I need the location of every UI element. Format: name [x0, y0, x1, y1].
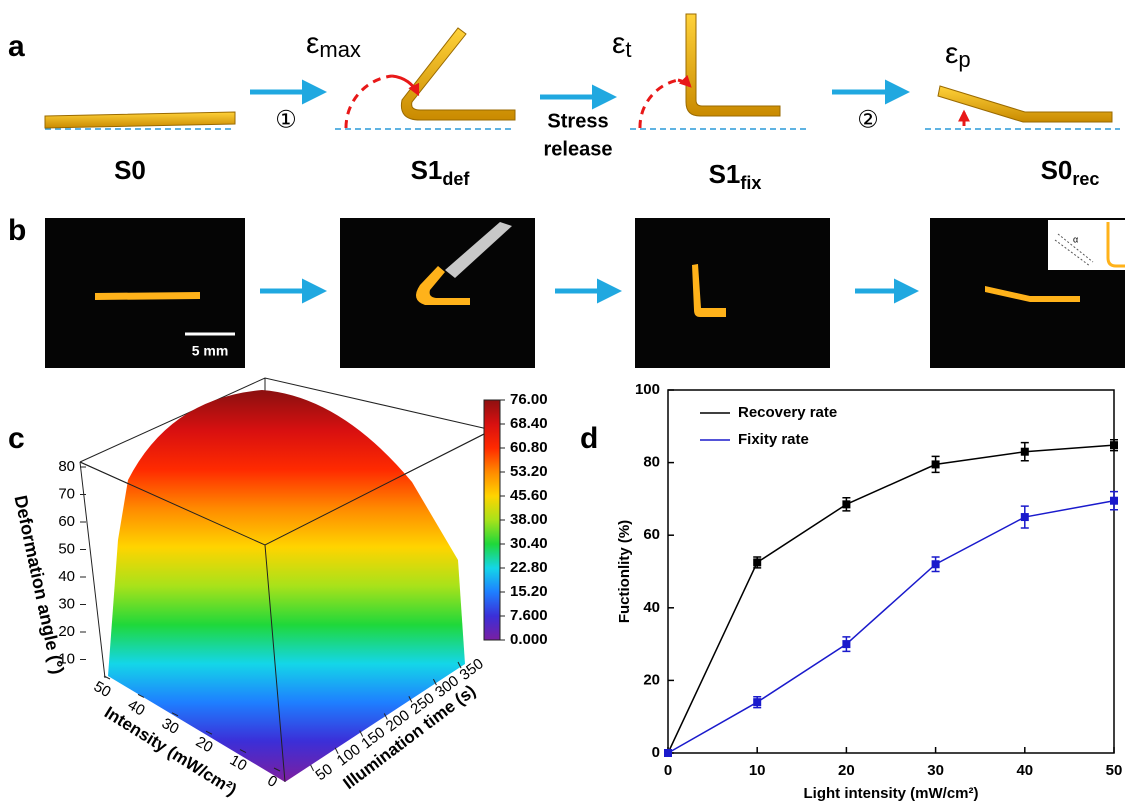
marker — [932, 560, 940, 568]
colorbar-tick-label: 53.20 — [510, 463, 548, 480]
y-tick-label: 0 — [264, 772, 280, 791]
panel-b: b α 5 mm — [8, 214, 1125, 368]
colorbar-tick-label: 15.20 — [510, 583, 548, 600]
state-label: S0rec — [1041, 155, 1100, 189]
y-tick-label: 20 — [643, 671, 660, 688]
step-label: ① — [275, 106, 297, 133]
marker — [842, 500, 850, 508]
y-tick-label: 40 — [643, 599, 660, 616]
z-tick-label: 50 — [58, 540, 75, 557]
colorbar-tick-label: 30.40 — [510, 535, 548, 552]
panel-label: a — [8, 30, 25, 63]
x-tick-label: 50 — [1106, 762, 1123, 779]
colorbar — [484, 400, 500, 640]
marker — [842, 640, 850, 648]
sample — [95, 292, 200, 300]
state-label: S1def — [411, 155, 471, 189]
inset-label: α — [1073, 234, 1078, 244]
marker — [1021, 513, 1029, 521]
y-tick-label: 50 — [91, 678, 114, 701]
colorbar-tick-label: 60.80 — [510, 439, 548, 456]
scale-label: 5 mm — [192, 343, 229, 359]
strain-label: εp — [945, 37, 971, 72]
marker — [753, 698, 761, 706]
legend-label: Recovery rate — [738, 404, 837, 421]
x-tick-label: 30 — [927, 762, 944, 779]
y-tick-label: 60 — [643, 526, 660, 543]
x-tick-label: 40 — [1016, 762, 1033, 779]
z-tick-label: 60 — [58, 513, 75, 530]
figure: a ① Stress release ② εmax εt εp S0 S1def… — [0, 0, 1125, 804]
series-line — [668, 501, 1114, 753]
z-tick-label: 40 — [58, 568, 75, 585]
y-tick-label: 0 — [652, 744, 660, 761]
strip-s1def — [401, 28, 515, 120]
process-arrows — [250, 92, 905, 97]
colorbar-tick-label: 76.00 — [510, 391, 548, 408]
panel-a: a ① Stress release ② εmax εt εp S0 S1def… — [8, 14, 1120, 193]
z-tick-label: 70 — [58, 485, 75, 502]
step-label: ② — [857, 106, 879, 133]
x-tick-label: 20 — [838, 762, 855, 779]
marker — [1021, 448, 1029, 456]
colorbar-tick-label: 22.80 — [510, 559, 548, 576]
inset — [1048, 220, 1125, 270]
x-axis-label: Light intensity (mW/cm²) — [804, 785, 979, 802]
z-tick-label: 80 — [58, 458, 75, 475]
colorbar-tick-label: 38.00 — [510, 511, 548, 528]
y-tick-label: 100 — [635, 381, 660, 398]
marker — [932, 460, 940, 468]
x-tick-label: 10 — [749, 762, 766, 779]
series-line — [668, 445, 1114, 753]
strip-s1fix — [686, 14, 780, 116]
y-tick-label: 80 — [643, 454, 660, 471]
photo — [635, 218, 830, 368]
panel-label: b — [8, 214, 26, 247]
panel-label: c — [8, 422, 25, 455]
marker — [1110, 497, 1118, 505]
photo — [340, 218, 535, 368]
strain-label: εmax — [306, 27, 361, 62]
x-tick-label: 50 — [312, 761, 336, 785]
z-tick-label: 30 — [58, 595, 75, 612]
colorbar-tick-label: 68.40 — [510, 415, 548, 432]
legend-label: Fixity rate — [738, 431, 809, 448]
strip-s0 — [45, 112, 235, 128]
step-label: Stress — [547, 110, 608, 132]
strain-label: εt — [612, 27, 632, 62]
panel-label: d — [580, 422, 598, 455]
x-tick-label: 0 — [664, 762, 672, 779]
step-label: release — [544, 138, 613, 160]
plot-frame — [668, 390, 1114, 753]
state-label: S1fix — [709, 159, 762, 193]
marker — [1110, 441, 1118, 449]
colorbar-tick-label: 0.000 — [510, 631, 548, 648]
colorbar-tick-label: 7.600 — [510, 607, 548, 624]
marker — [753, 558, 761, 566]
state-label: S0 — [114, 155, 146, 185]
marker — [664, 749, 672, 757]
y-axis-label: Fuctionlity (%) — [616, 520, 633, 623]
colorbar-tick-label: 45.60 — [510, 487, 548, 504]
